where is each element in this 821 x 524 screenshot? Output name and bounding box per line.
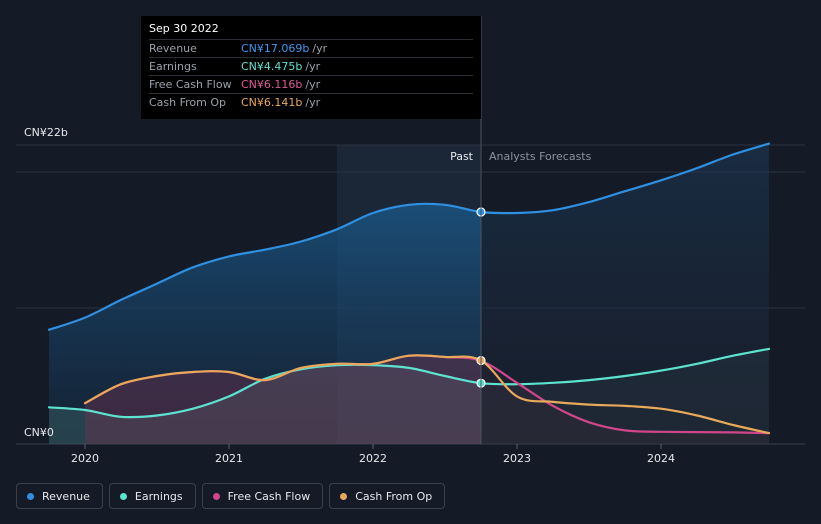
legend-dot-icon bbox=[27, 492, 34, 500]
area-revenue-forecast bbox=[481, 143, 769, 444]
line-cash-from-op bbox=[83, 354, 771, 435]
tooltip-row-value: CN¥6.141b bbox=[241, 96, 303, 109]
line-earnings bbox=[47, 347, 771, 419]
past-label: Past bbox=[450, 150, 474, 163]
y-axis-bottom-label: CN¥0 bbox=[24, 426, 54, 439]
line-revenue bbox=[47, 142, 771, 331]
legend-item-earnings[interactable]: Earnings bbox=[108, 483, 196, 509]
legend-label: Revenue bbox=[42, 489, 90, 503]
legend-label: Cash From Op bbox=[355, 489, 433, 503]
legend-dot-icon bbox=[119, 492, 127, 500]
x-tick-label-2021: 2021 bbox=[215, 452, 243, 465]
tooltip-row: Earnings CN¥4.475b/yr bbox=[149, 57, 473, 75]
x-tick-label-2020: 2020 bbox=[71, 452, 99, 465]
tooltip-row-unit: /yr bbox=[312, 42, 328, 55]
tooltip-row-label: Cash From Op bbox=[149, 96, 227, 109]
area-revenue-past bbox=[49, 203, 481, 444]
forecast-label: Analysts Forecasts bbox=[489, 150, 592, 163]
legend: Revenue Earnings Free Cash Flow Cash From O… bbox=[16, 483, 446, 509]
tooltip-date: Sep 30 2022 bbox=[149, 22, 219, 35]
area-free-cash-flow-forecast bbox=[481, 360, 769, 444]
tooltip-row-label: Free Cash Flow bbox=[149, 78, 232, 91]
tooltip-row: Revenue CN¥17.069b/yr bbox=[149, 39, 473, 57]
legend-item-free-cash-flow[interactable]: Free Cash Flow bbox=[201, 483, 324, 509]
area-free-cash-flow-past bbox=[85, 355, 481, 444]
x-tick-label-2022: 2022 bbox=[359, 452, 387, 465]
tooltip-row-label: Earnings bbox=[149, 60, 197, 73]
tooltip-row-label: Revenue bbox=[149, 42, 197, 55]
legend-label: Earnings bbox=[134, 489, 183, 503]
x-tick-label-2023: 2023 bbox=[503, 452, 531, 465]
tooltip-row-value: CN¥6.116b bbox=[241, 78, 303, 91]
tooltip: Sep 30 2022 Revenue CN¥17.069b/yr Earnings… bbox=[141, 16, 481, 119]
legend-item-revenue[interactable]: Revenue bbox=[16, 483, 103, 509]
area-earnings-forecast bbox=[481, 348, 769, 444]
x-tick-label-2024: 2024 bbox=[647, 452, 675, 465]
tooltip-row-value: CN¥17.069b bbox=[241, 42, 310, 55]
area-earnings-past bbox=[49, 364, 481, 444]
chart-canvas: CN¥22b CN¥0 Past Analysts Forecasts 2020 2021… bbox=[16, 16, 805, 465]
y-axis-top-label: CN¥22b bbox=[24, 126, 68, 139]
legend-dot-icon bbox=[340, 492, 348, 500]
tooltip-row: Free Cash Flow CN¥6.116b/yr bbox=[149, 75, 473, 93]
tooltip-row-value: CN¥4.475b bbox=[241, 60, 303, 73]
tooltip-row-unit: /yr bbox=[305, 60, 321, 73]
tooltip-row-unit: /yr bbox=[305, 96, 321, 109]
tooltip-row: Cash From Op CN¥6.141b/yr bbox=[149, 93, 473, 111]
legend-item-cash-from-op[interactable]: Cash From Op bbox=[329, 483, 446, 509]
legend-dot-icon bbox=[212, 492, 220, 500]
legend-label: Free Cash Flow bbox=[227, 489, 311, 503]
tooltip-row-unit: /yr bbox=[305, 78, 321, 91]
